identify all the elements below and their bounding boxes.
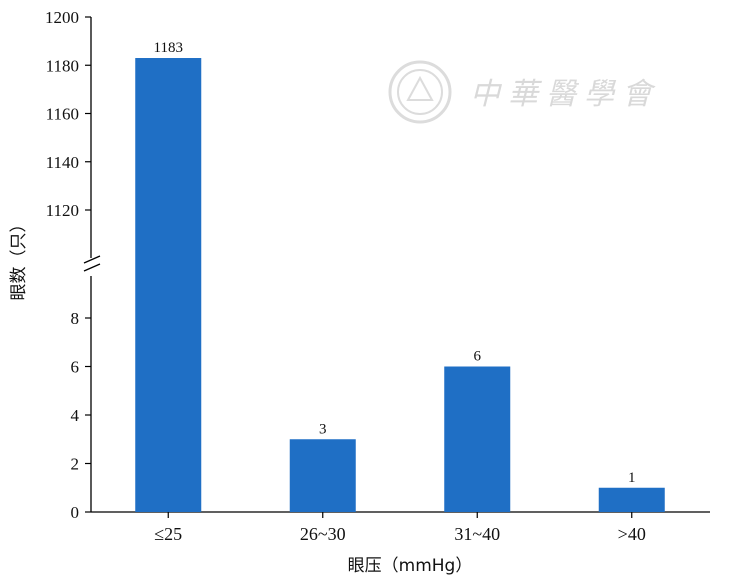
watermark-seal-icon	[388, 60, 452, 124]
y-tick-label: 1140	[46, 153, 79, 172]
x-axis-title: 眼压（mmHg）	[348, 556, 473, 576]
bar	[135, 58, 202, 512]
y-axis	[83, 17, 101, 512]
bars	[135, 58, 665, 512]
y-tick-label: 1200	[45, 8, 79, 27]
y-axis-title: 眼数（只）	[9, 216, 29, 301]
x-tick-label: ≤25	[154, 524, 182, 544]
y-ticks: 0 2 4 6 8 1120 1140 1160 1180 1200	[45, 8, 91, 522]
x-ticks: ≤25 26~30 31~40 >40	[154, 512, 646, 544]
data-label: 6	[474, 349, 482, 365]
watermark-text: 中華醫學會	[470, 77, 660, 112]
y-tick-label: 1180	[46, 56, 79, 75]
y-tick-label: 1120	[46, 201, 79, 220]
data-label: 1183	[154, 40, 183, 56]
x-tick-label: 31~40	[454, 524, 500, 544]
y-tick-label: 8	[71, 309, 80, 328]
watermark: 中華醫學會	[388, 60, 660, 124]
data-label: 1	[628, 470, 636, 486]
y-tick-label: 2	[71, 455, 80, 474]
bar	[598, 487, 665, 512]
x-tick-label: >40	[618, 524, 646, 544]
y-tick-label: 0	[71, 503, 80, 522]
axis-break-marker	[83, 255, 101, 272]
y-tick-label: 6	[71, 358, 80, 377]
x-tick-label: 26~30	[300, 524, 346, 544]
y-tick-label: 4	[71, 406, 80, 425]
data-label: 3	[319, 421, 327, 437]
y-tick-label: 1160	[46, 105, 79, 124]
bar	[289, 439, 356, 512]
data-labels: 1183 3 6 1	[154, 40, 636, 486]
bar	[444, 366, 511, 512]
